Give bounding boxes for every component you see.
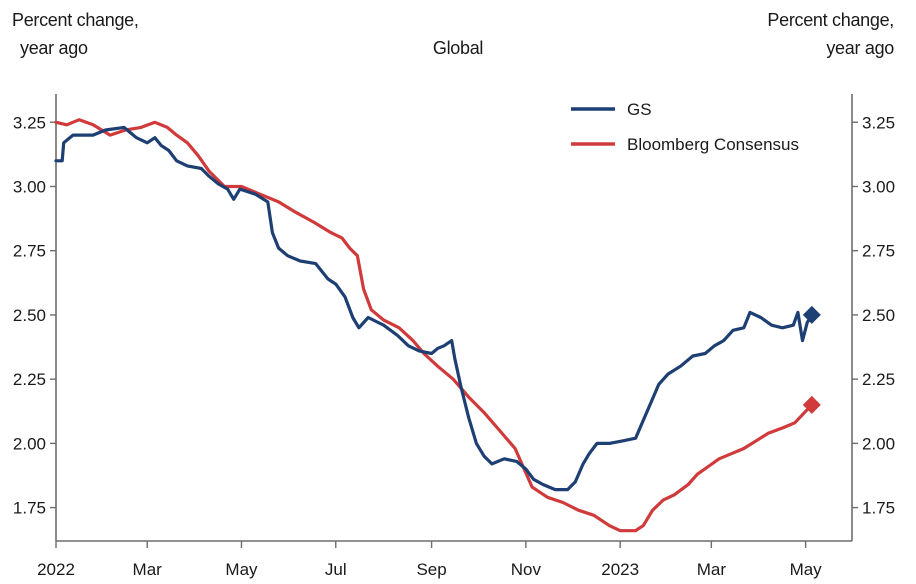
legend: GS Bloomberg Consensus xyxy=(571,100,799,154)
chart-title: Global xyxy=(432,38,484,58)
y-tick-label-left: 3.25 xyxy=(13,113,46,132)
x-tick-label: Sep xyxy=(416,560,446,579)
axes xyxy=(55,94,853,542)
x-tick-label: May xyxy=(225,560,258,579)
x-tick-label: 2022 xyxy=(37,560,75,579)
left-axis-label-line2: year ago xyxy=(20,38,88,58)
y-tick-label-right: 2.25 xyxy=(862,370,895,389)
series-layer xyxy=(54,118,821,533)
y-tick-label-left: 1.75 xyxy=(13,499,46,518)
x-ticks: 2022 Mar May Jul Sep Nov 2023 Mar May xyxy=(37,541,822,579)
right-axis-label-line1: Percent change, xyxy=(767,10,894,30)
y-ticks-right: 3.25 3.00 2.75 2.50 2.25 2.00 1.75 xyxy=(852,113,895,518)
legend-label-gs: GS xyxy=(627,100,652,119)
y-tick-label-left: 2.00 xyxy=(13,434,46,453)
x-tick-label: Mar xyxy=(133,560,163,579)
x-tick-label: Mar xyxy=(697,560,727,579)
y-tick-label-right: 2.00 xyxy=(862,434,895,453)
y-tick-label-left: 3.00 xyxy=(13,177,46,196)
series-line-bloomberg-consensus xyxy=(54,118,814,533)
y-tick-label-right: 2.50 xyxy=(862,306,895,325)
left-axis-label-line1: Percent change, xyxy=(12,10,139,30)
x-tick-label: May xyxy=(790,560,823,579)
end-marker-gs xyxy=(802,305,821,324)
right-axis-label-line2: year ago xyxy=(826,38,894,58)
end-marker-bloomberg-consensus xyxy=(802,395,821,414)
x-tick-label: 2023 xyxy=(601,560,639,579)
y-tick-label-right: 1.75 xyxy=(862,499,895,518)
series-line-gs xyxy=(54,125,814,492)
x-tick-label: Jul xyxy=(325,560,347,579)
y-tick-label-right: 3.00 xyxy=(862,177,895,196)
legend-label-bloomberg-consensus: Bloomberg Consensus xyxy=(627,135,799,154)
y-ticks-left: 3.25 3.00 2.75 2.50 2.25 2.00 1.75 xyxy=(13,113,56,518)
y-tick-label-right: 2.75 xyxy=(862,242,895,261)
x-tick-label: Nov xyxy=(511,560,542,579)
y-tick-label-left: 2.50 xyxy=(13,306,46,325)
y-tick-label-left: 2.75 xyxy=(13,242,46,261)
y-tick-label-left: 2.25 xyxy=(13,370,46,389)
y-tick-label-right: 3.25 xyxy=(862,113,895,132)
